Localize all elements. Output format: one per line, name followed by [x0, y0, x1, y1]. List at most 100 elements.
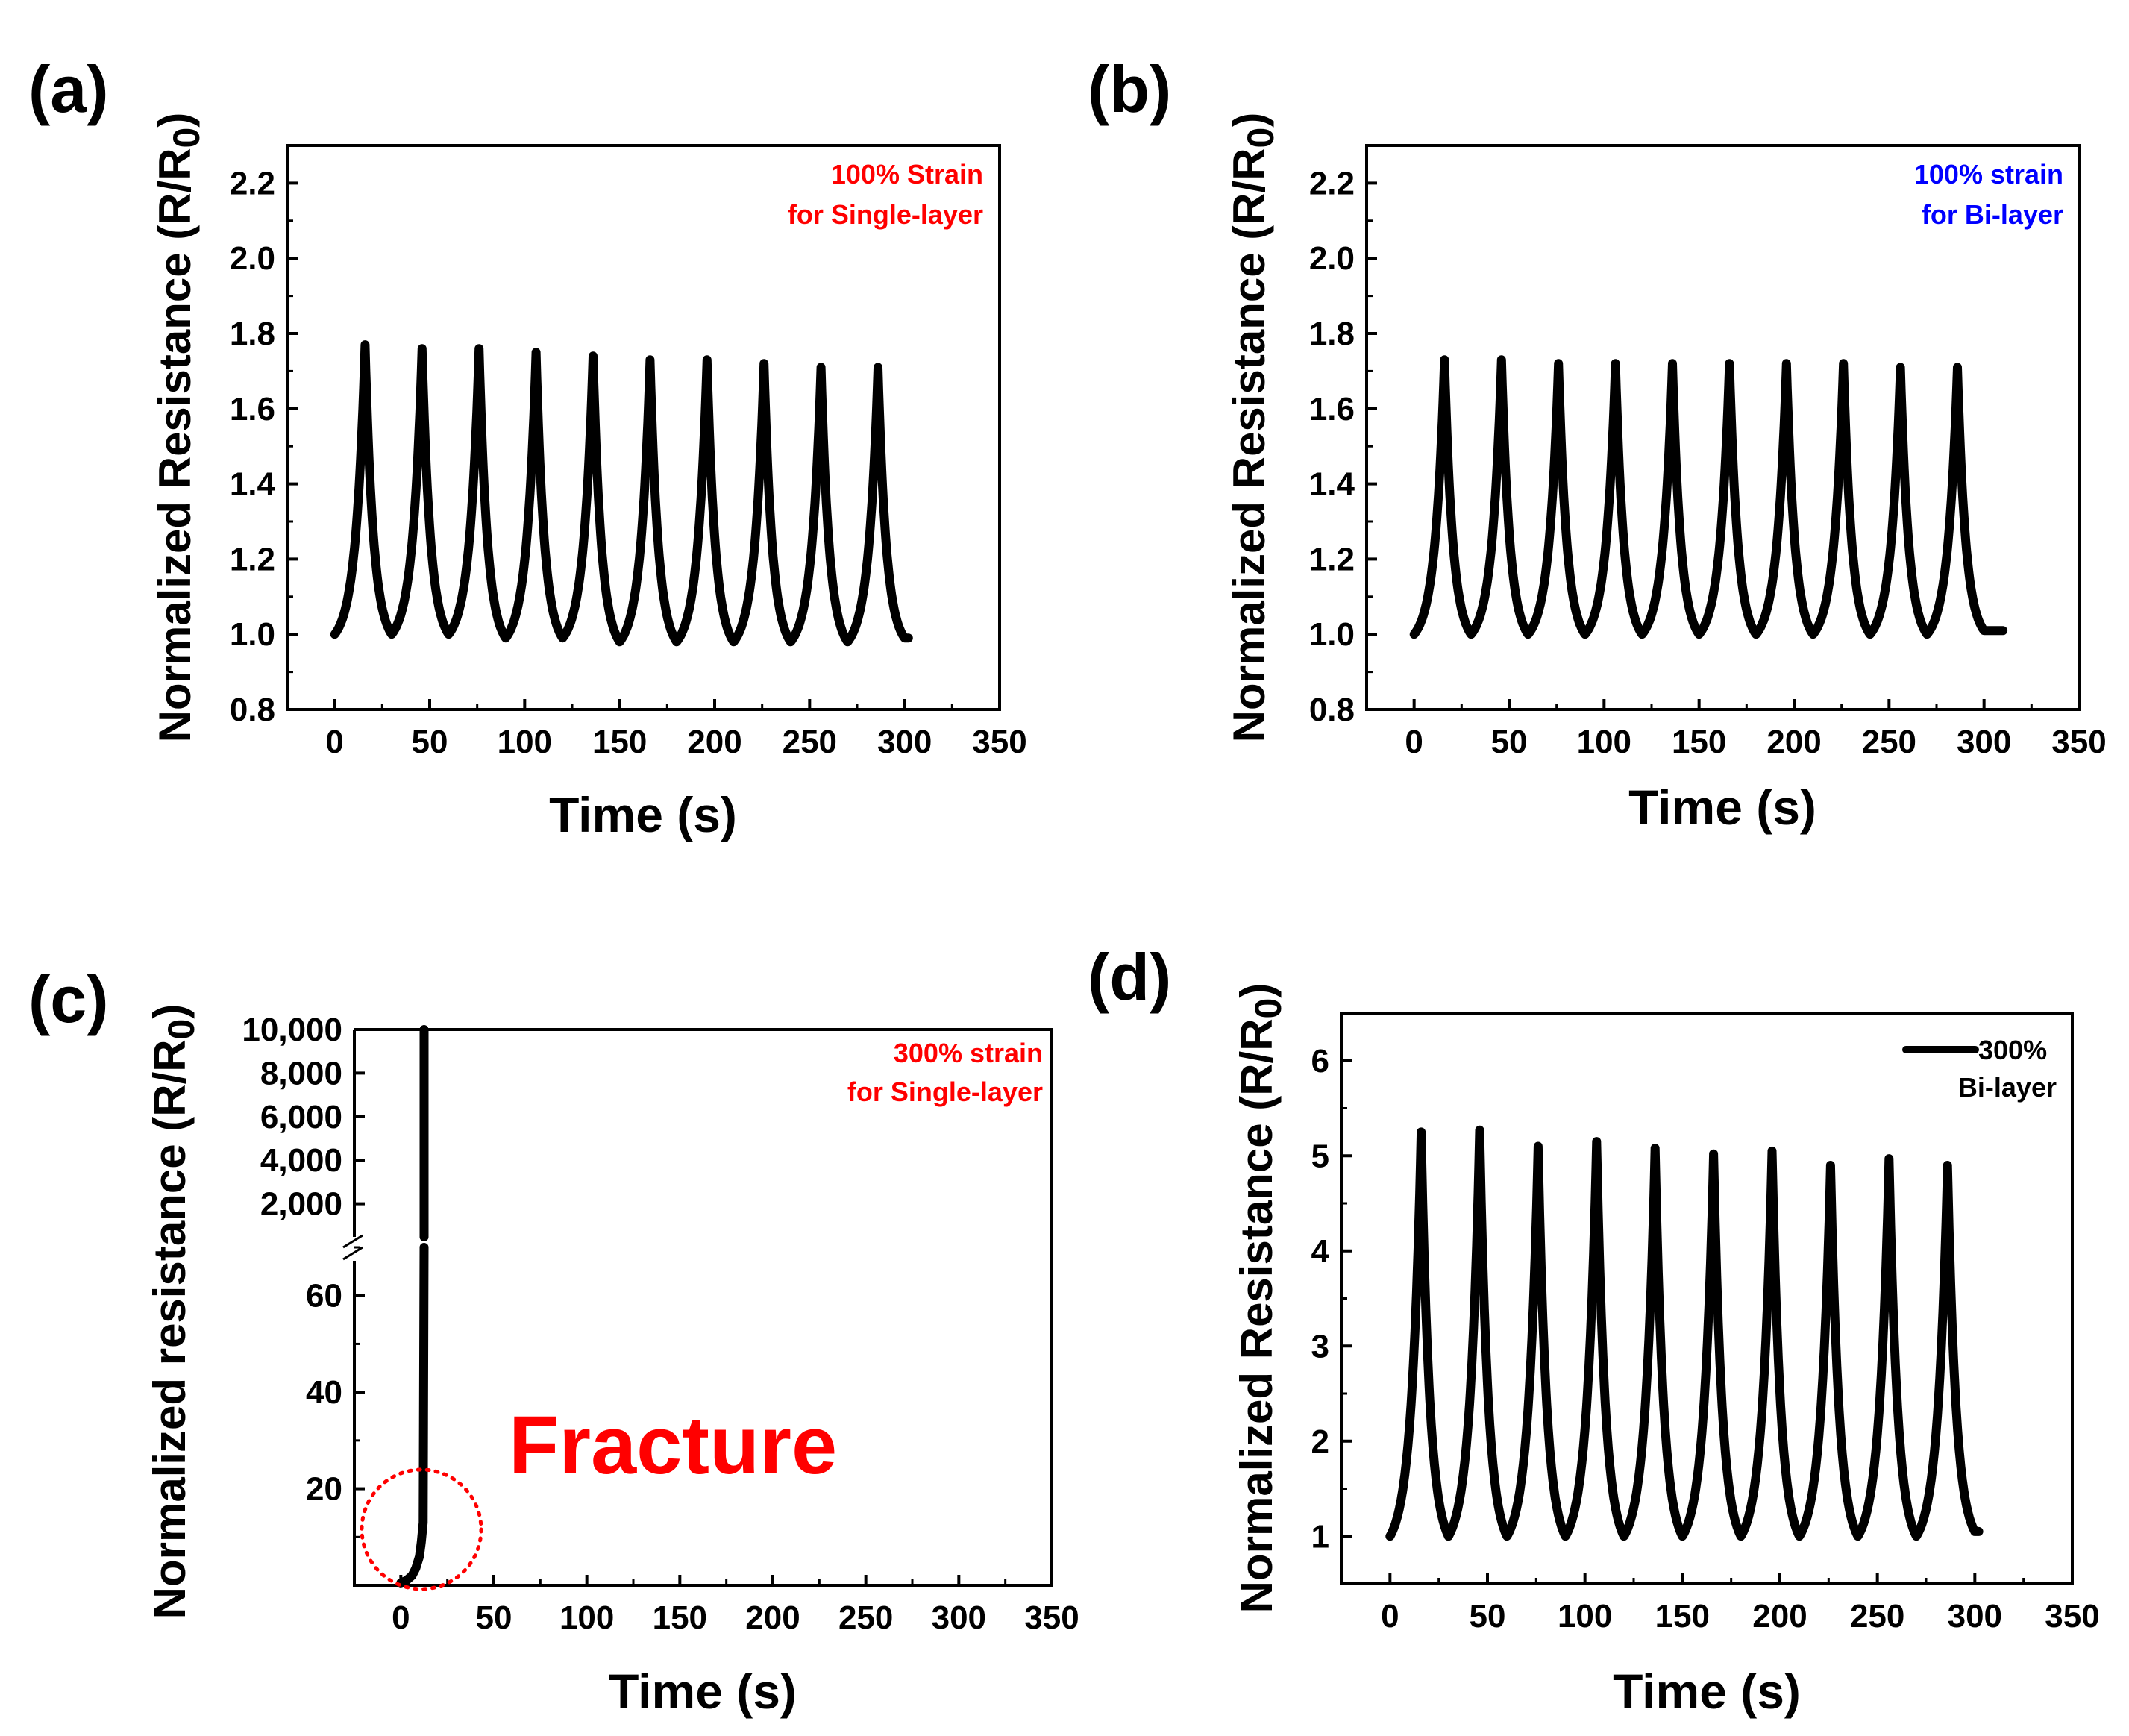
x-tick-label: 250 [1862, 724, 1916, 760]
x-tick-label: 350 [972, 724, 1026, 760]
fracture-label: Fracture [509, 1400, 837, 1491]
y-tick-label: 1.6 [230, 391, 275, 427]
y-tick-label: 1.2 [230, 541, 275, 577]
x-axis-label: Time (s) [1628, 780, 1816, 835]
legend: 300% Bi-layer [1902, 1035, 2057, 1103]
x-tick-label: 250 [838, 1599, 893, 1636]
x-tick-label: 150 [1655, 1598, 1710, 1635]
x-tick-label: 300 [932, 1599, 986, 1636]
x-tick-label: 100 [1577, 724, 1631, 760]
x-ticks: 0 50 100 150 200 250 300 350 [1381, 1573, 2100, 1635]
annotation: 100% Strain for Single-layer [788, 159, 983, 230]
x-tick-label: 50 [1491, 724, 1528, 760]
fracture-circle [360, 1467, 483, 1591]
panel-label: (b) [1088, 52, 1171, 126]
y-tick-label: 1.0 [230, 616, 275, 653]
x-tick-label: 150 [653, 1599, 707, 1636]
y-ticks: 20 40 60 2,000 4,000 6,000 8,000 10,000 [242, 1012, 365, 1538]
x-tick-label: 300 [1948, 1598, 2002, 1635]
data-line [1409, 355, 2008, 639]
y-tick-label: 1.0 [1309, 616, 1355, 653]
x-ticks: 0 50 100 150 200 250 300 350 [1405, 699, 2107, 760]
x-tick-label: 100 [559, 1599, 614, 1636]
y-tick-label: 60 [306, 1278, 342, 1314]
x-tick-label: 0 [392, 1599, 410, 1636]
y-ticks: 0.8 1.0 1.2 1.4 1.6 1.8 2.0 2.2 [1309, 144, 1377, 728]
x-tick-label: 350 [2051, 724, 2106, 760]
panel-b: (b) 0 50 100 150 200 250 300 350 0.8 1.0 1.2 1.4 1.… [1088, 52, 2107, 835]
x-tick-label: 50 [476, 1599, 512, 1636]
y-tick-label: 2.2 [1309, 165, 1355, 201]
x-tick-label: 300 [877, 724, 932, 760]
data-line [1385, 1125, 1984, 1541]
x-tick-label: 200 [745, 1599, 800, 1636]
x-tick-label: 100 [1558, 1598, 1612, 1635]
plot-frame [286, 144, 1001, 711]
y-tick-label: 0.8 [1309, 692, 1355, 728]
x-tick-label: 200 [1752, 1598, 1807, 1635]
y-ticks: 0.8 1.0 1.2 1.4 1.6 1.8 2.0 2.2 [230, 144, 298, 728]
y-tick-label: 1.2 [1309, 541, 1355, 577]
data-line [330, 340, 913, 647]
y-tick-label: 0.8 [230, 692, 275, 728]
x-tick-label: 250 [1850, 1598, 1904, 1635]
panel-label: (a) [28, 52, 109, 126]
y-tick-label: 4,000 [260, 1142, 342, 1179]
x-tick-label: 250 [783, 724, 837, 760]
y-tick-label: 8,000 [260, 1055, 342, 1091]
x-tick-label: 150 [1672, 724, 1726, 760]
data-line [396, 1025, 429, 1588]
x-tick-label: 300 [1957, 724, 2011, 760]
x-tick-label: 0 [1405, 724, 1423, 760]
x-ticks: 0 50 100 150 200 250 300 350 [325, 699, 1027, 760]
y-tick-label: 10,000 [242, 1012, 342, 1048]
x-tick-label: 200 [687, 724, 741, 760]
axis-break-mark [342, 1234, 363, 1261]
x-tick-label: 100 [498, 724, 552, 760]
y-axis-label: Normalized Resistance (R/R0) [1224, 113, 1282, 743]
panel-d: (d) 0 50 100 150 200 250 300 350 1 2 3 4 5 6 300% Bi-… [1088, 940, 2100, 1719]
y-tick-label: 1 [1311, 1518, 1329, 1555]
x-tick-label: 0 [325, 724, 343, 760]
x-tick-label: 50 [1470, 1598, 1506, 1635]
y-tick-label: 1.6 [1309, 391, 1355, 427]
panel-a: (a) 0 50 100 150 200 250 300 350 0.8 1.0 1.2 1.4 1.… [28, 52, 1027, 842]
panel-c: (c) 0 50 100 150 200 250 300 350 20 40 60 2,000 4,0… [28, 962, 1079, 1719]
y-ticks: 1 2 3 4 5 6 [1311, 1012, 1352, 1585]
x-axis-label: Time (s) [609, 1664, 797, 1719]
y-axis-label: Normalized resistance (R/R0) [145, 1004, 202, 1620]
x-axis-label: Time (s) [1613, 1664, 1801, 1719]
y-tick-label: 5 [1311, 1138, 1329, 1174]
y-tick-label: 1.8 [1309, 316, 1355, 352]
y-axis-label: Normalized Resistance (R/R0) [1232, 983, 1289, 1614]
y-tick-label: 3 [1311, 1328, 1329, 1364]
x-tick-label: 350 [2045, 1598, 2099, 1635]
y-tick-label: 2 [1311, 1423, 1329, 1460]
y-tick-label: 2.2 [230, 165, 275, 201]
x-tick-label: 200 [1766, 724, 1821, 760]
y-axis-label: Normalized Resistance (R/R0) [150, 113, 207, 743]
y-tick-label: 6 [1311, 1043, 1329, 1079]
y-tick-label: 1.4 [230, 466, 276, 503]
x-tick-label: 150 [592, 724, 647, 760]
y-tick-label: 2,000 [260, 1186, 342, 1223]
x-tick-label: 50 [412, 724, 448, 760]
y-tick-label: 1.8 [230, 316, 275, 352]
x-axis-label: Time (s) [549, 787, 737, 842]
legend-label: 300% Bi-layer [1958, 1035, 2057, 1103]
y-tick-label: 2.0 [1309, 240, 1355, 277]
panel-label: (c) [28, 962, 109, 1036]
y-tick-label: 6,000 [260, 1099, 342, 1135]
panel-label: (d) [1088, 940, 1171, 1014]
x-ticks: 0 50 100 150 200 250 300 350 [392, 1575, 1079, 1636]
x-tick-label: 350 [1024, 1599, 1079, 1636]
y-tick-label: 1.4 [1309, 466, 1355, 503]
x-tick-label: 0 [1381, 1598, 1399, 1635]
annotation: 100% strain for Bi-layer [1914, 159, 2063, 230]
y-tick-label: 20 [306, 1471, 342, 1508]
y-tick-label: 4 [1311, 1233, 1330, 1270]
annotation: 300% strain for Single-layer [847, 1038, 1043, 1107]
y-tick-label: 40 [306, 1374, 342, 1411]
plot-frame [1365, 144, 2081, 711]
